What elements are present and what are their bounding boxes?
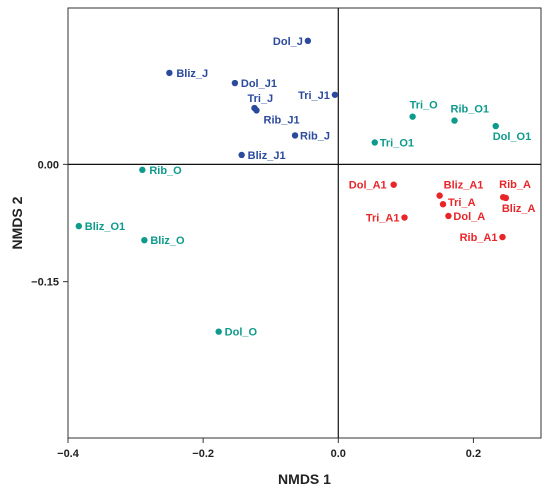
point-marker	[502, 194, 510, 202]
point-marker	[499, 233, 506, 241]
point-label: Rib_J	[300, 130, 330, 142]
point-marker	[439, 201, 447, 208]
point-marker	[139, 166, 146, 174]
point-label: Bliz_J1	[248, 150, 286, 162]
point-label: Bliz_A	[502, 203, 536, 215]
y-tick-label: 0.00	[38, 159, 59, 171]
plot-frame	[67, 7, 542, 439]
point-label: Dol_O1	[493, 131, 532, 143]
point-label: Tri_O1	[380, 137, 414, 149]
point-marker	[401, 214, 408, 221]
y-tick-label: −0.15	[31, 277, 59, 289]
point-label: Rib_O	[149, 165, 182, 177]
y-axis-title: NMDS 2	[9, 196, 25, 249]
point-label: Tri_A	[448, 197, 476, 209]
point-marker	[436, 192, 443, 199]
point-label: Bliz_J	[176, 68, 208, 80]
point-label: Dol_O	[225, 327, 258, 339]
point-label: Dol_J	[273, 36, 303, 48]
point-label: Rib_J1	[264, 114, 300, 126]
point-label: Dol_J1	[241, 78, 277, 90]
point-label: Rib_A1	[460, 232, 498, 244]
x-tick-label: −0.2	[192, 448, 214, 460]
point-label: Dol_A	[453, 211, 485, 223]
zero-reference-lines	[68, 8, 541, 438]
point-label: Tri_O	[410, 100, 439, 112]
point-marker	[215, 328, 222, 335]
point-marker	[492, 122, 499, 130]
x-tick-label: 0.0	[331, 448, 346, 460]
point-label: Bliz_O	[150, 235, 185, 247]
point-marker	[253, 107, 260, 114]
point-label: Tri_J1	[298, 90, 330, 102]
point-marker	[141, 237, 148, 244]
point-marker	[291, 132, 299, 139]
point-marker	[331, 91, 339, 98]
point-marker	[75, 222, 83, 230]
point-label: Tri_A1	[366, 213, 400, 225]
x-axis-title: NMDS 1	[278, 471, 331, 487]
point-marker	[231, 79, 239, 87]
point-marker	[390, 181, 397, 188]
point-label: Rib_O1	[451, 104, 490, 116]
point-label: Bliz_O1	[85, 221, 125, 233]
y-axis-ticks: 0.00 −0.15	[31, 159, 68, 289]
point-marker	[445, 212, 452, 220]
x-tick-label: −0.4	[57, 448, 80, 460]
point-label: Dol_A1	[349, 180, 387, 192]
point-marker	[451, 117, 458, 124]
point-label: Bliz_A1	[444, 180, 484, 192]
point-label: Tri_J	[247, 93, 273, 105]
point-marker	[166, 69, 173, 77]
point-marker	[304, 37, 312, 45]
x-axis-ticks: −0.4 −0.2 0.0 0.2	[57, 438, 481, 460]
point-marker	[409, 113, 416, 120]
point-marker	[371, 139, 378, 146]
x-tick-label: 0.2	[466, 448, 481, 460]
point-marker	[238, 151, 245, 159]
point-label: Rib_A	[499, 179, 531, 191]
